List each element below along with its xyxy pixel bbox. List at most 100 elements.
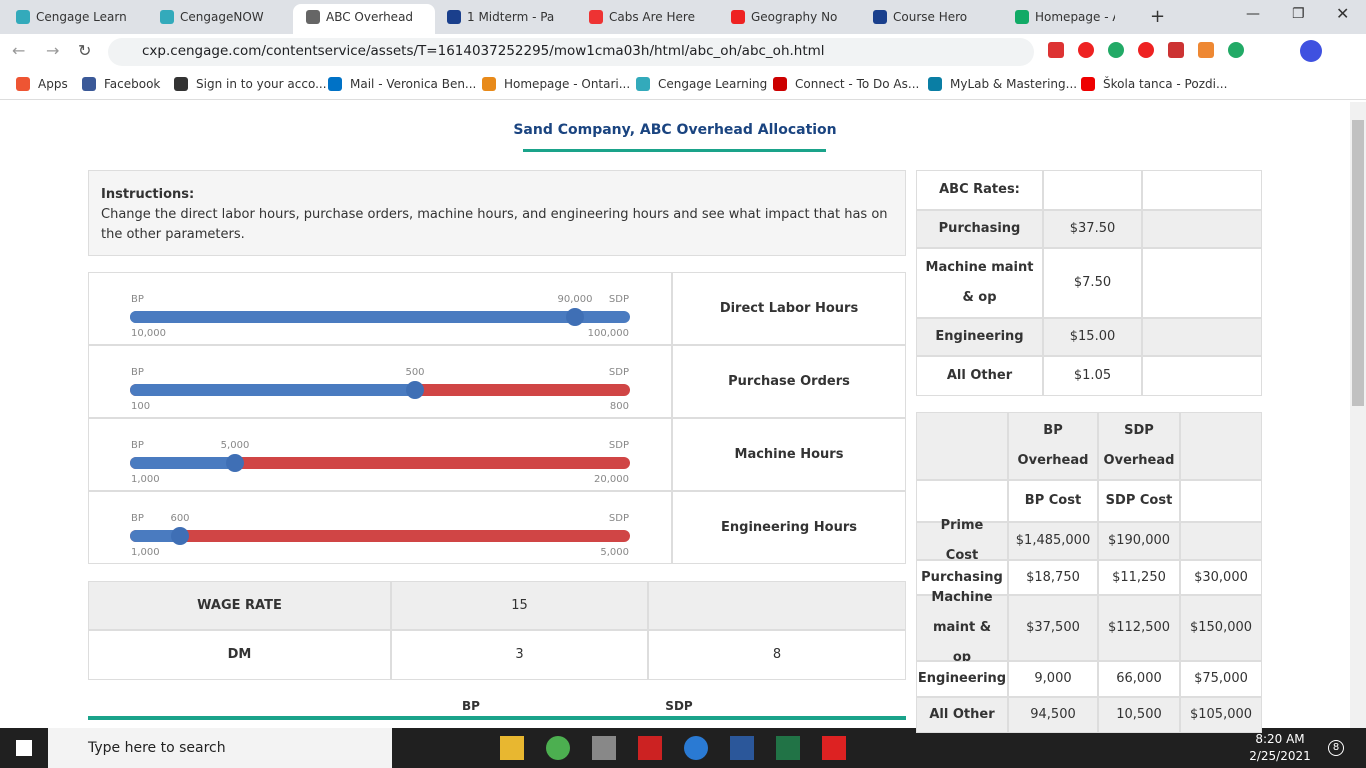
abc-rates-cell <box>1142 170 1262 210</box>
slider-min-label: 100 <box>131 401 151 412</box>
slider-left-label: BP <box>131 440 144 451</box>
bookmark[interactable]: Facebook <box>104 77 161 91</box>
abc-rates-cell: Purchasing <box>916 210 1043 248</box>
overhead-cell: Purchasing <box>916 560 1008 595</box>
slider-value-label: 5,000 <box>220 440 250 451</box>
tab[interactable]: ABC Overhead <box>326 10 414 24</box>
overhead-cell: $11,250 <box>1098 560 1180 595</box>
tab-icon <box>16 10 30 24</box>
slider-max-label: 5,000 <box>600 547 629 558</box>
slider-knob[interactable] <box>226 454 244 472</box>
abc-rates-cell <box>1043 170 1142 210</box>
slider-min-label: 1,000 <box>131 474 160 485</box>
bookmark[interactable]: Sign in to your acco... <box>196 77 327 91</box>
slider-row <box>88 418 672 491</box>
overhead-cell: 9,000 <box>1008 661 1098 697</box>
bookmark[interactable]: MyLab & Mastering... <box>950 77 1078 91</box>
slider-value-label: 500 <box>405 367 425 378</box>
slider-left-label: BP <box>131 367 144 378</box>
overhead-cell: $190,000 <box>1098 522 1180 560</box>
bookmark-icon <box>482 77 496 91</box>
wage-cell: DM <box>88 630 391 680</box>
wage-cell: 15 <box>391 581 648 630</box>
scrollbar <box>1350 102 1366 728</box>
tab[interactable]: Cabs Are Here <box>609 10 695 24</box>
tab[interactable]: Geography No <box>751 10 838 24</box>
tab-icon <box>1015 10 1029 24</box>
back[interactable]: ← <box>12 41 26 60</box>
bookmark-icon <box>1081 77 1095 91</box>
slider-max-label: 20,000 <box>594 474 629 485</box>
tab[interactable]: 1 Midterm - Pa <box>467 10 555 24</box>
slider-left-label: BP <box>131 294 144 305</box>
slider-row <box>88 345 672 418</box>
date: 2/25/2021 <box>1249 749 1311 763</box>
bp-header: BP <box>462 699 480 713</box>
overhead-cell: Prime Cost <box>916 518 1008 563</box>
bookmark[interactable]: Cengage Learning <box>658 77 768 91</box>
omnibox[interactable]: cxp.cengage.com/contentservice/assets/T=… <box>108 38 1034 66</box>
bookmark[interactable]: Mail - Veronica Ben... <box>350 77 477 91</box>
overhead-cell <box>1180 412 1262 480</box>
overhead-cell: Engineering <box>916 661 1008 697</box>
bookmark-icon <box>928 77 942 91</box>
notifications[interactable]: 8 <box>1328 740 1344 756</box>
toolbar: ← → ↻ cxp.cengage.com/contentservice/ass… <box>0 34 1366 68</box>
tab-icon <box>589 10 603 24</box>
bookmark-icon <box>328 77 342 91</box>
pinned-apps <box>500 736 846 760</box>
start[interactable] <box>16 740 32 756</box>
slider-row <box>88 491 672 564</box>
slider-right-label: SDP <box>608 294 629 305</box>
overhead-cell <box>916 412 1008 480</box>
overhead-cell: All Other <box>916 697 1008 733</box>
abc-rates-cell <box>1142 210 1262 248</box>
slider-knob[interactable] <box>406 381 424 399</box>
restore[interactable]: ❐ <box>1292 6 1305 22</box>
bookmark-icon <box>16 77 30 91</box>
overhead-cell: $150,000 <box>1180 595 1262 661</box>
slider-name-cell: Machine Hours <box>672 418 906 491</box>
overhead-cell: $18,750 <box>1008 560 1098 595</box>
new-tab[interactable]: + <box>1150 6 1166 27</box>
slider-name-cell: Purchase Orders <box>672 345 906 418</box>
slider-knob[interactable] <box>566 308 584 326</box>
bookmark[interactable]: Škola tanca - Pozdi... <box>1103 77 1228 91</box>
overhead-cell <box>1180 480 1262 522</box>
tab[interactable]: CengageNOW <box>180 10 264 24</box>
reload[interactable]: ↻ <box>78 41 92 60</box>
page-title: Sand Company, ABC Overhead Allocation <box>513 122 837 138</box>
slider-min-label: 10,000 <box>131 328 166 339</box>
overhead-cell: BP Overhead <box>1008 412 1098 480</box>
abc-rates-cell: $15.00 <box>1043 318 1142 356</box>
slider-knob[interactable] <box>171 527 189 545</box>
overhead-cell: SDP Cost <box>1098 480 1180 522</box>
overhead-cell: $112,500 <box>1098 595 1180 661</box>
search-box[interactable]: Type here to search <box>48 728 392 768</box>
bookmark[interactable]: Apps <box>38 77 68 91</box>
overhead-cell: SDP Overhead <box>1098 412 1180 480</box>
bookmark-icon <box>773 77 787 91</box>
tab-strip: + — ❐ ✕ <box>0 0 1366 34</box>
clock: 8:20 AM 2/25/2021 <box>1240 731 1320 765</box>
scroll-thumb[interactable] <box>1352 120 1364 406</box>
tab[interactable]: Homepage - A <box>1035 10 1115 24</box>
tab-icon <box>160 10 174 24</box>
forward[interactable]: → <box>46 41 60 60</box>
profile[interactable] <box>1300 40 1322 62</box>
time: 8:20 AM <box>1255 732 1305 746</box>
overhead-cell: Machine maint & op <box>916 590 1008 665</box>
slider-row <box>88 272 672 345</box>
tab[interactable]: Cengage Learn <box>36 10 126 24</box>
tab[interactable]: Course Hero <box>893 10 968 24</box>
abc-rates-cell: $1.05 <box>1043 356 1142 396</box>
abc-rates-cell <box>1142 318 1262 356</box>
abc-rates-cell: Machine maint & op <box>916 248 1043 318</box>
bookmark[interactable]: Homepage - Ontari... <box>504 77 631 91</box>
close[interactable]: ✕ <box>1336 4 1350 23</box>
bookmark[interactable]: Connect - To Do As... <box>795 77 920 91</box>
abc-rates-cell: $7.50 <box>1043 248 1142 318</box>
bookmark-icon <box>174 77 188 91</box>
minimize[interactable]: — <box>1246 6 1260 22</box>
wage-cell: 3 <box>391 630 648 680</box>
